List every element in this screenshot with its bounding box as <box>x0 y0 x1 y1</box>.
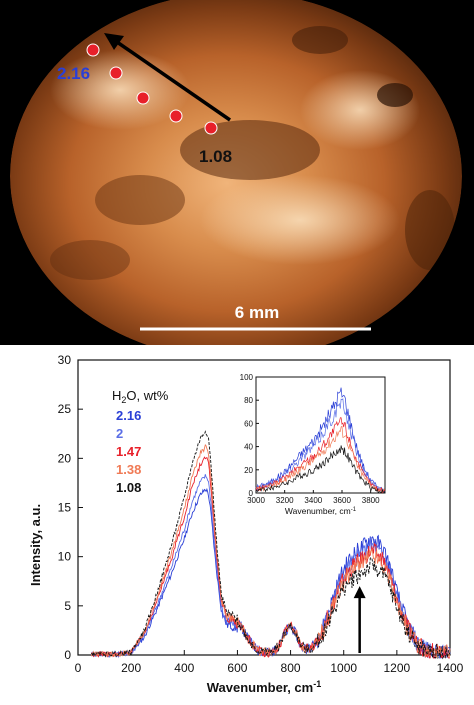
inset-x-tick-label: 3000 <box>247 496 265 505</box>
inset-frame <box>255 376 386 494</box>
x-tick-label: 1000 <box>330 661 357 675</box>
inset-y-tick-label: 80 <box>244 396 253 405</box>
x-tick-label: 200 <box>121 661 141 675</box>
inset-y-tick-label: 20 <box>244 466 253 475</box>
sample-photo: 2.16 1.08 6 mm <box>0 0 474 345</box>
photo-label-bottom: 1.08 <box>199 147 232 166</box>
photo-marker-4 <box>169 109 183 123</box>
y-tick-label: 20 <box>58 451 72 465</box>
legend-entry: 2 <box>116 426 123 441</box>
photo-arrow <box>104 33 231 122</box>
series-line-1.08 <box>91 430 451 660</box>
y-tick-label: 10 <box>58 550 72 564</box>
x-tick-label: 0 <box>75 661 82 675</box>
inset-y-tick-label: 40 <box>244 443 253 452</box>
x-tick-label: 400 <box>174 661 194 675</box>
inset-x-tick-label: 3400 <box>304 496 322 505</box>
y-tick-label: 30 <box>58 353 72 367</box>
legend: H2O, wt% 2.16 2 1.47 1.38 1.08 <box>112 388 169 495</box>
inset-series-line-2.16 <box>255 387 386 493</box>
inset-chart: 3000 3200 3400 3600 3800 0 20 40 60 80 100 Wavenumb… <box>240 373 386 516</box>
inset-y-tick-label: 100 <box>240 373 254 382</box>
legend-entry: 2.16 <box>116 408 141 423</box>
y-tick-label: 0 <box>64 648 71 662</box>
inset-series-line-2 <box>255 398 386 492</box>
inset-series-line-1.08 <box>255 445 386 494</box>
photo-marker-3 <box>136 91 150 105</box>
y-tick-label: 25 <box>58 402 72 416</box>
inset-y-tick-label: 0 <box>249 489 254 498</box>
photo-marker-1 <box>86 43 100 57</box>
x-tick-label: 1200 <box>384 661 411 675</box>
x-tick-label: 600 <box>227 661 247 675</box>
scale-bar-label: 6 mm <box>235 303 279 322</box>
y-tick-label: 15 <box>58 501 72 515</box>
legend-entry: 1.38 <box>116 462 141 477</box>
x-tick-label: 1400 <box>437 661 464 675</box>
y-axis-label: Intensity, a.u. <box>28 504 43 586</box>
photo-marker-2 <box>109 66 123 80</box>
x-tick-label: 800 <box>281 661 301 675</box>
inset-x-tick-label: 3600 <box>333 496 351 505</box>
legend-entry: 1.08 <box>116 480 141 495</box>
chart-arrow-head <box>353 586 366 599</box>
inset-x-tick-label: 3800 <box>362 496 380 505</box>
inset-x-tick-label: 3200 <box>276 496 294 505</box>
photo-marker-5 <box>204 121 218 135</box>
inset-x-axis-label: Wavenumber, cm-1 <box>285 506 357 516</box>
y-tick-label: 5 <box>64 599 71 613</box>
photo-label-top: 2.16 <box>57 64 90 83</box>
inset-series-line-1.38 <box>255 425 386 495</box>
x-axis-label: Wavenumber, cm-1 <box>207 679 321 695</box>
legend-title: H2O, wt% <box>112 388 169 405</box>
legend-entry: 1.47 <box>116 444 141 459</box>
inset-y-tick-label: 60 <box>244 419 253 428</box>
